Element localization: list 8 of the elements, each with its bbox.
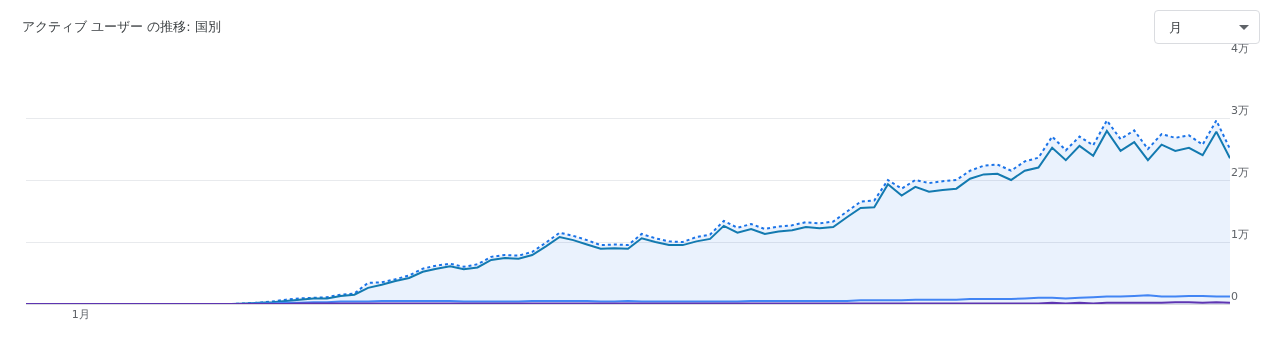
y-tick-label: 0	[1231, 290, 1238, 304]
y-tick-label: 3万	[1231, 104, 1249, 118]
chart-title: アクティブ ユーザー の推移: 国別	[22, 18, 221, 36]
y-tick-label: 2万	[1231, 166, 1249, 180]
x-tick-label: 1月	[71, 308, 90, 322]
y-tick-label: 1万	[1231, 228, 1249, 242]
y-tick-label: 4万	[1231, 42, 1249, 56]
dropdown: 月	[1154, 10, 1260, 44]
